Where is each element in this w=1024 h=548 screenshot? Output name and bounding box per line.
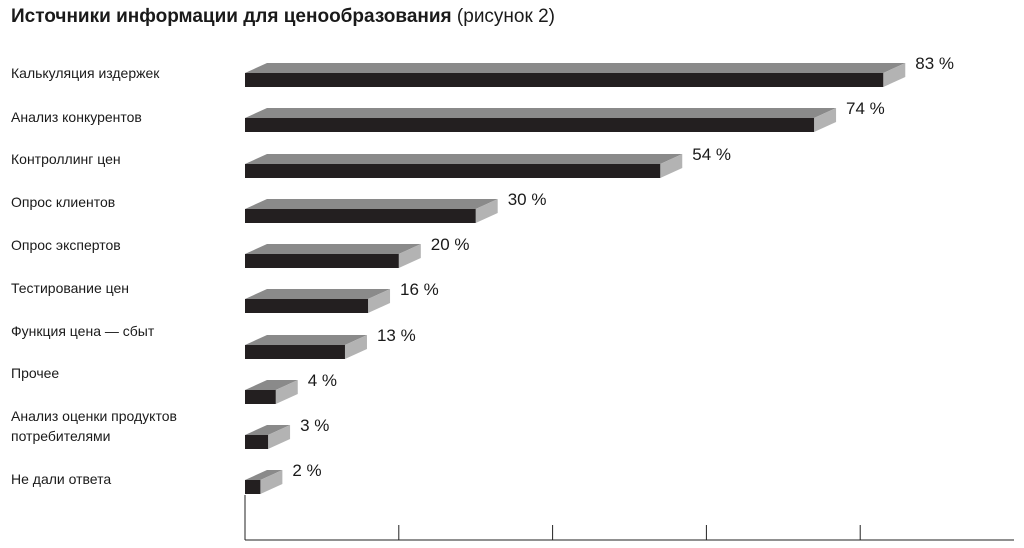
bar-4	[245, 199, 498, 223]
bar-side-face	[344, 335, 367, 359]
category-label: Тестирование цен	[11, 280, 129, 296]
bar-6	[245, 289, 391, 313]
bar-front-face	[245, 209, 476, 223]
bar-top-face	[245, 199, 498, 209]
bar-3	[245, 154, 683, 178]
bar-9	[245, 425, 291, 449]
bar-top-face	[245, 244, 421, 254]
category-label: Прочее	[11, 365, 59, 381]
bar-7	[245, 335, 367, 359]
bar-front-face	[245, 118, 815, 132]
bar-side-face	[883, 63, 906, 87]
value-label: 13 %	[377, 326, 416, 345]
bar-top-face	[245, 108, 837, 118]
value-label: 54 %	[692, 145, 731, 164]
bar-8	[245, 380, 298, 404]
category-labels: Калькуляция издержек Анализ конкурентов Ко…	[11, 65, 177, 487]
bar-2	[245, 108, 837, 132]
bar-top-face	[245, 63, 906, 73]
bar-side-face	[660, 154, 683, 178]
bar-front-face	[245, 164, 661, 178]
bar-front-face	[245, 254, 399, 268]
bar-1	[245, 63, 906, 87]
x-axis	[244, 495, 1014, 541]
value-label: 83 %	[915, 54, 954, 73]
bar-top-face	[245, 289, 391, 299]
value-label: 4 %	[308, 371, 337, 390]
bar-5	[245, 244, 421, 268]
category-label: Опрос экспертов	[11, 237, 121, 253]
bar-side-face	[814, 108, 837, 132]
value-label: 20 %	[431, 235, 470, 254]
value-label: 2 %	[292, 461, 321, 480]
category-label: Контроллинг цен	[11, 151, 121, 167]
category-label: Опрос клиентов	[11, 194, 115, 210]
category-label: Функция цена — сбыт	[11, 323, 155, 339]
bar-top-face	[245, 154, 683, 164]
value-label: 3 %	[300, 416, 329, 435]
bar-front-face	[245, 435, 269, 449]
bar-side-face	[275, 380, 298, 404]
chart-title-main: Источники информации для ценообразования	[11, 6, 452, 27]
bar-side-face	[268, 425, 291, 449]
bar-side-face	[398, 244, 421, 268]
bar-side-face	[475, 199, 498, 223]
chart-title: Источники информации для ценообразования…	[11, 6, 555, 28]
bar-top-face	[245, 380, 298, 390]
bar-front-face	[245, 73, 884, 87]
bar-front-face	[245, 390, 276, 404]
bar-side-face	[368, 289, 391, 313]
bar-front-face	[245, 480, 261, 494]
bar-front-face	[245, 299, 369, 313]
value-label: 16 %	[400, 280, 439, 299]
category-label-line: Анализ оценки продуктов	[11, 408, 177, 424]
bar-10	[245, 470, 283, 494]
value-labels: 83 % 74 % 54 % 30 % 20 % 16 % 13 % 4 % 3 % 2 %	[292, 54, 954, 480]
bar-group	[245, 63, 906, 494]
bar-side-face	[260, 470, 283, 494]
bar-front-face	[245, 345, 345, 359]
bar-top-face	[245, 425, 291, 435]
chart-title-suffix: (рисунок 2)	[456, 6, 555, 27]
category-label: Анализ конкурентов	[11, 109, 142, 125]
category-label: Не дали ответа	[11, 471, 111, 487]
category-label-line: потребителями	[11, 428, 111, 444]
category-label: Калькуляция издержек	[11, 65, 160, 81]
value-label: 30 %	[508, 190, 547, 209]
value-label: 74 %	[846, 99, 885, 118]
bar-top-face	[245, 470, 283, 480]
bar-top-face	[245, 335, 367, 345]
